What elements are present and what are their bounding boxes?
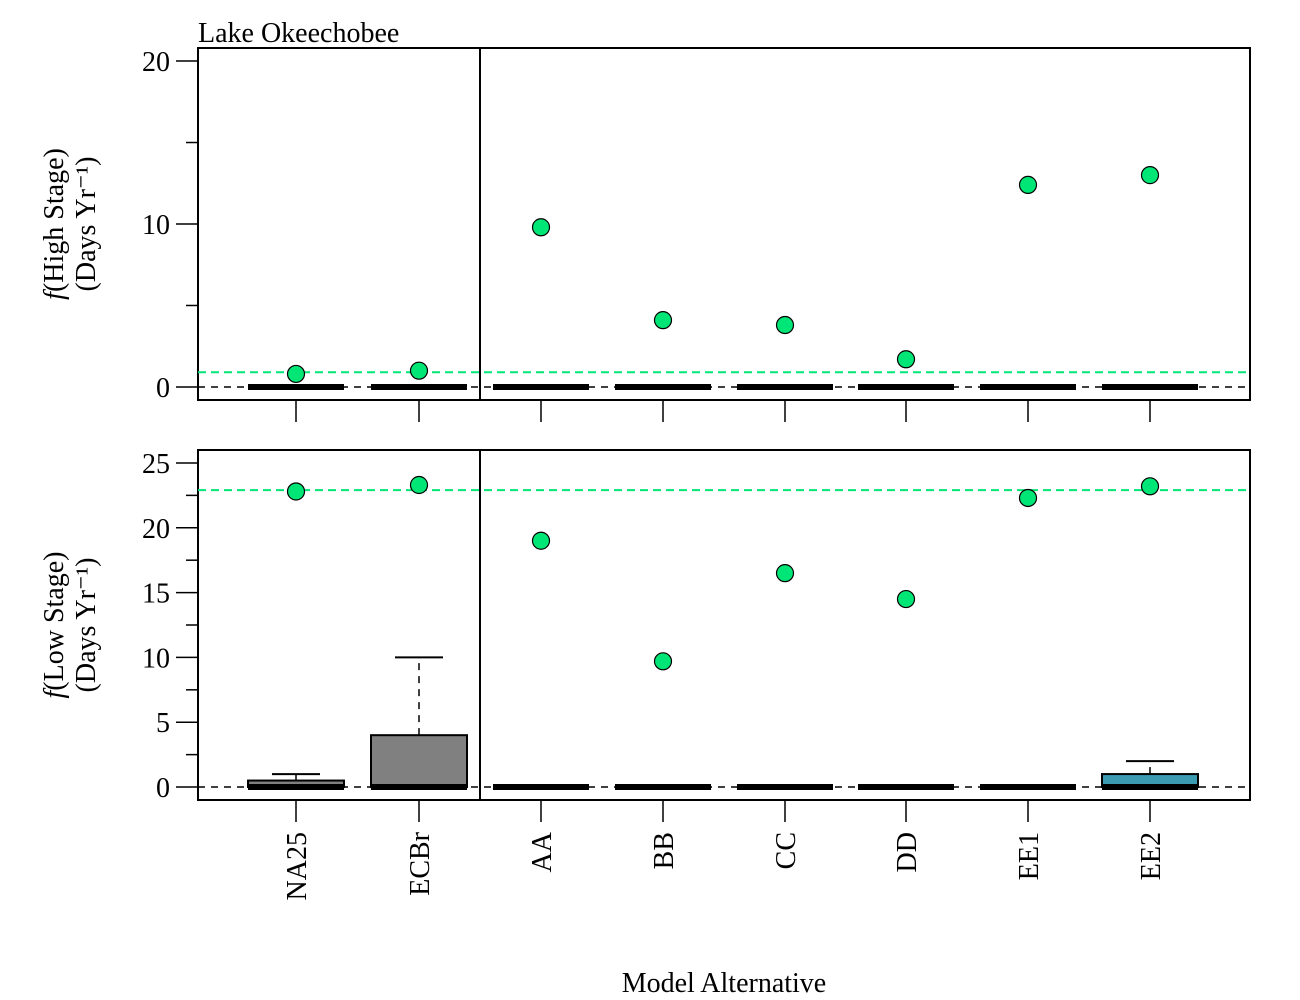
mean-point: [1018, 175, 1038, 194]
y-tick-label: 15: [142, 579, 170, 610]
y-axis-label-main: (High Stage): [39, 148, 70, 292]
x-axis-label: Model Alternative: [622, 968, 827, 999]
y-tick-label: 25: [142, 449, 170, 480]
mean-point: [775, 315, 795, 335]
mean-point: [286, 482, 306, 501]
x-tick-label: EE2: [1136, 832, 1167, 880]
panel-1: Lake Okeechobee 0 10 20 f(High Stage) (Days Y…: [39, 18, 1251, 422]
x-tick-label: EE1: [1014, 832, 1045, 880]
y-axis-label-main: (Low Stage): [39, 552, 70, 691]
x-tick-label: CC: [771, 832, 802, 869]
mean-point: [1018, 488, 1038, 508]
plot-frame: [197, 449, 1251, 801]
mean-point: [1140, 166, 1160, 185]
y-axis-label-fn: f: [39, 687, 70, 698]
x-tick-label: ECBr: [405, 831, 436, 895]
x-tick-label: DD: [892, 832, 923, 872]
y-tick-label: 20: [142, 514, 170, 545]
y-axis-unit-label: (Days Yr⁻¹): [71, 558, 102, 693]
y-axis-label-fn: f: [39, 289, 70, 300]
chart-title: Lake Okeechobee: [198, 18, 399, 49]
y-tick-label: 10: [142, 210, 170, 241]
x-tick-label: BB: [649, 832, 680, 869]
y-axis-label: f(Low Stage): [39, 552, 70, 699]
panel-2: 0 5 10 15 20 25 f(Low Stage) (Days Yr⁻¹) NA25 ECB…: [39, 449, 1251, 900]
mean-point: [531, 218, 551, 237]
mean-point: [896, 589, 916, 609]
mean-point: [531, 531, 551, 550]
y-axis-label: f(High Stage): [39, 148, 70, 300]
mean-point: [1140, 477, 1160, 496]
x-tick-label: AA: [527, 831, 558, 872]
box: [370, 734, 468, 789]
y-tick-label: 5: [156, 708, 170, 739]
mean-point: [775, 564, 795, 583]
y-tick-label: 20: [142, 47, 170, 78]
mean-point: [653, 311, 673, 330]
y-axis-unit-label: (Days Yr⁻¹): [71, 157, 102, 292]
x-tick-label: NA25: [282, 832, 313, 900]
mean-point: [896, 350, 916, 369]
mean-point: [653, 652, 673, 671]
mean-point: [409, 475, 429, 495]
mean-point: [286, 364, 306, 384]
y-tick-label: 0: [156, 773, 170, 804]
plot-frame: [197, 47, 1251, 401]
y-tick-label: 10: [142, 643, 170, 674]
mean-point: [409, 361, 429, 380]
y-tick-label: 0: [156, 373, 170, 404]
